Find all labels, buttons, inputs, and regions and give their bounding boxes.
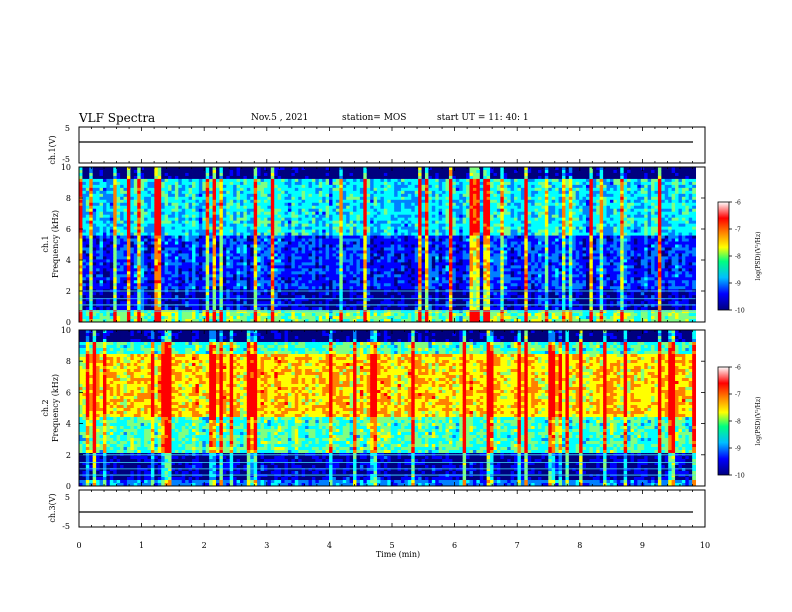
ch2-spec-yticks: 10 8 6 4 2 0 xyxy=(61,326,705,491)
ch2-spectrogram-panel: ch.2 Frequency (kHz) 10 8 6 4 2 0 xyxy=(41,326,706,491)
ch1-waveform-panel: ch.1(V) 5 -5 xyxy=(48,124,706,165)
ch1-wave-ytick-bottom: -5 xyxy=(62,155,70,164)
colorbar-tick-label: -8 xyxy=(735,254,741,261)
xaxis-tick-label: 6 xyxy=(452,541,457,550)
spec-ytick-label: 0 xyxy=(66,482,71,491)
ch3-waveform-ylabel: ch.3(V) xyxy=(48,493,57,522)
ch2-spec-ylabel-channel: ch.2 xyxy=(41,399,50,416)
ch1-spec-yticks: 10 8 6 4 2 0 xyxy=(61,163,705,327)
xaxis-tick-label: 10 xyxy=(700,541,710,550)
ch2-colorbar-gradient xyxy=(717,366,730,476)
spec-ytick-label: 4 xyxy=(66,420,71,429)
spec-ytick-label: 8 xyxy=(66,357,71,366)
ch3-wave-ytick-top: 5 xyxy=(65,493,70,502)
ch1-colorbar-label: log(PSD)(V²/Hz) xyxy=(755,232,762,281)
xaxis-tick-label: 9 xyxy=(640,541,645,550)
xaxis-tick-label: 2 xyxy=(202,541,207,550)
xaxis-tick-label: 5 xyxy=(389,541,394,550)
ch1-spec-ylabel-channel: ch.1 xyxy=(41,235,50,252)
spec-ytick-label: 6 xyxy=(66,225,71,234)
colorbar-tick-label: -10 xyxy=(735,473,745,480)
spec-ytick-label: 6 xyxy=(66,388,71,397)
spec-ytick-label: 10 xyxy=(61,163,71,172)
ch1-spectrogram-image xyxy=(79,167,697,323)
station-label: station= MOS xyxy=(342,113,407,123)
ch1-spec-ylabel-frequency: Frequency (kHz) xyxy=(51,210,60,278)
colorbar-tick-label: -8 xyxy=(735,419,741,426)
ch1-waveform-ylabel: ch.1(V) xyxy=(48,135,57,164)
xaxis-tick-label: 8 xyxy=(577,541,582,550)
xaxis-tick-label: 1 xyxy=(139,541,144,550)
figure-title: VLF Spectra xyxy=(79,111,156,125)
ch2-spec-ylabel-frequency: Frequency (kHz) xyxy=(51,374,60,442)
colorbar-tick-label: -10 xyxy=(735,308,745,315)
xaxis-label: Time (min) xyxy=(376,550,420,559)
xaxis-tick-label: 4 xyxy=(327,541,332,550)
colorbar-tick-label: -9 xyxy=(735,446,741,453)
ch1-spectrogram-panel: ch.1 Frequency (kHz) 10 8 6 4 2 0 xyxy=(41,163,706,327)
spec-ytick-label: 10 xyxy=(61,326,71,335)
colorbar-tick-label: -9 xyxy=(735,281,741,288)
start-ut-label: start UT = 11: 40: 1 xyxy=(437,113,529,123)
ch1-colorbar: -6 -7 -8 -9 -10 log(PSD)(V²/Hz) xyxy=(717,200,762,315)
colorbar-tick-label: -7 xyxy=(735,392,741,399)
ch2-colorbar-label: log(PSD)(V²/Hz) xyxy=(755,397,762,446)
spec-ytick-label: 2 xyxy=(66,287,71,296)
date-label: Nov.5 , 2021 xyxy=(251,113,309,123)
spec-ytick-label: 0 xyxy=(66,318,71,327)
colorbar-tick-label: -6 xyxy=(735,200,741,207)
colorbar-tick-label: -7 xyxy=(735,227,741,234)
spec-ytick-label: 4 xyxy=(66,256,71,265)
ch2-colorbar: -6 -7 -8 -9 -10 log(PSD)(V²/Hz) xyxy=(717,365,762,480)
xaxis-tick-label: 3 xyxy=(264,541,269,550)
xaxis-tick-label: 7 xyxy=(515,541,520,550)
ch3-wave-ytick-bottom: -5 xyxy=(62,522,70,531)
spec-ytick-label: 2 xyxy=(66,451,71,460)
time-axis: 0 1 2 3 4 5 6 7 8 9 10 xyxy=(76,127,710,550)
ch2-spectrogram-image xyxy=(79,330,697,487)
ch1-wave-ytick-top: 5 xyxy=(65,124,70,133)
ch1-colorbar-gradient xyxy=(717,201,730,311)
ch3-waveform-panel: ch.3(V) 5 -5 xyxy=(48,489,706,531)
colorbar-tick-label: -6 xyxy=(735,365,741,372)
spec-ytick-label: 8 xyxy=(66,194,71,203)
xaxis-tick-label: 0 xyxy=(76,541,81,550)
